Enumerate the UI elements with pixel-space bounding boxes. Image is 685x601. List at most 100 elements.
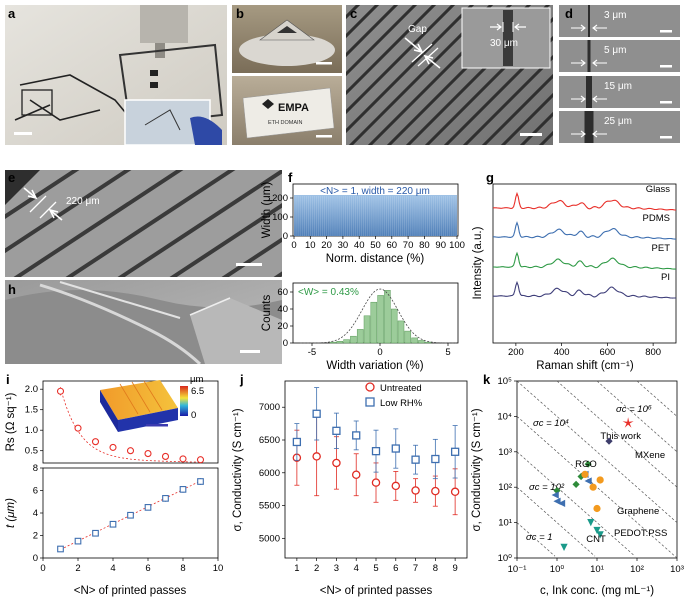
histogram-bar bbox=[356, 329, 364, 344]
triangle-marker bbox=[593, 526, 601, 535]
thickness-point bbox=[74, 537, 82, 545]
x-tick-label: 30 bbox=[338, 240, 349, 251]
stripe-gap bbox=[169, 203, 282, 277]
x-tick-label: 3 bbox=[334, 563, 339, 574]
x-tick-label: 50 bbox=[370, 240, 381, 251]
stripe-gap bbox=[346, 5, 418, 77]
untreated-point bbox=[431, 486, 440, 496]
gaussian-fit-line bbox=[300, 288, 456, 344]
histogram-bar bbox=[329, 341, 337, 344]
x-tick-label: 4 bbox=[110, 563, 115, 574]
panel-letter-a: a bbox=[8, 6, 16, 21]
thickness-point bbox=[92, 529, 99, 537]
lowrh-point bbox=[371, 446, 381, 456]
x-tick-label: 40 bbox=[354, 240, 365, 251]
raman-series-label: PET bbox=[652, 243, 671, 254]
diamond-marker bbox=[572, 480, 580, 488]
arrow-right-icon bbox=[571, 59, 586, 67]
y-tick-label: 200 bbox=[272, 193, 288, 204]
scale-bar bbox=[660, 136, 672, 139]
y-tick-label: 10³ bbox=[498, 447, 512, 458]
legend-untreated: Untreated bbox=[380, 383, 422, 394]
gap-line bbox=[587, 40, 591, 72]
gap-tile bbox=[559, 5, 680, 37]
stripe-gap bbox=[481, 73, 553, 145]
x-tick-label: 60 bbox=[387, 240, 398, 251]
stripe-gap bbox=[500, 92, 553, 145]
material-label: CNT bbox=[586, 534, 606, 545]
raman-series-label: PDMS bbox=[643, 213, 670, 224]
stripe-gap bbox=[346, 5, 475, 134]
panel-f: <N> = 1, width = 220 μm 0 10 20 30 40 50 60 70 8… bbox=[261, 182, 465, 372]
thickness-point bbox=[127, 511, 134, 519]
legend-lowrh: Low RH% bbox=[380, 398, 423, 409]
arrow-left-icon bbox=[592, 95, 607, 103]
thickness-point bbox=[144, 504, 152, 511]
raman-series-line bbox=[492, 191, 677, 211]
material-label: This work bbox=[600, 431, 641, 442]
gap-label: 3 μm bbox=[604, 10, 626, 21]
untreated-point bbox=[312, 452, 321, 461]
y-tick-label: 10⁵ bbox=[497, 376, 512, 387]
y-tick-label: 60 bbox=[277, 287, 288, 298]
histogram-bar bbox=[424, 341, 432, 344]
diamond-marker bbox=[577, 472, 585, 481]
thickness-point bbox=[179, 486, 187, 493]
iso-label: σc = 1 bbox=[526, 532, 553, 543]
x-tick-label: 8 bbox=[433, 563, 438, 574]
gap-tile bbox=[559, 40, 680, 72]
x-tick-label: 5 bbox=[445, 347, 450, 358]
panel-letter-k: k bbox=[483, 372, 491, 387]
y-tick-label: 2 bbox=[33, 531, 38, 542]
x-tick-label: 800 bbox=[645, 347, 661, 358]
untreated-point bbox=[371, 478, 381, 487]
panel-letter-e: e bbox=[8, 170, 15, 185]
histogram-bar bbox=[384, 290, 391, 344]
raman-series-label: Glass bbox=[646, 184, 671, 195]
scale-bar bbox=[660, 30, 672, 33]
stripe-gap bbox=[346, 5, 380, 39]
f-top-ylabel: Width (μm) bbox=[261, 182, 273, 239]
colorbar-max: 6.5 bbox=[191, 386, 204, 397]
colorbar-unit: μm bbox=[190, 374, 203, 385]
lowrh-point bbox=[292, 437, 302, 447]
x-tick-label: 0 bbox=[377, 347, 382, 358]
x-tick-label: 6 bbox=[393, 563, 398, 574]
untreated-point bbox=[391, 481, 401, 491]
panel-letter-j: j bbox=[239, 372, 244, 387]
arrow-left-icon bbox=[592, 130, 607, 138]
x-tick-label: 8 bbox=[180, 563, 185, 574]
y-tick-label: 0.5 bbox=[25, 446, 38, 457]
panel-e-sem: 220 μm bbox=[5, 170, 282, 277]
x-tick-label: 400 bbox=[554, 347, 570, 358]
j-xlabel: <N> of printed passes bbox=[320, 585, 433, 597]
histogram-bar bbox=[363, 315, 371, 344]
histogram-bar bbox=[343, 339, 350, 344]
material-label: Graphene bbox=[617, 506, 659, 517]
triangle-marker bbox=[587, 519, 595, 527]
panel-letter-h: h bbox=[8, 282, 16, 297]
lowrh-point bbox=[352, 431, 361, 440]
g-ylabel: Intensity (a.u.) bbox=[472, 226, 484, 299]
x-tick-label: 80 bbox=[419, 240, 430, 251]
k-ylabel: σ, Conductivity (S cm⁻¹) bbox=[471, 408, 483, 531]
y-tick-label: 6000 bbox=[259, 468, 280, 479]
rs-point bbox=[144, 450, 152, 458]
star-marker bbox=[622, 417, 634, 428]
i-xlabel: <N> of printed passes bbox=[74, 585, 187, 597]
y-tick-label: 1.5 bbox=[25, 405, 38, 416]
stripe-gap bbox=[462, 54, 553, 145]
lowrh-point bbox=[332, 426, 341, 435]
raman-series-line bbox=[493, 221, 677, 240]
histogram-bar bbox=[418, 340, 425, 344]
arrow-left-icon bbox=[592, 24, 607, 32]
circle-marker bbox=[596, 476, 604, 484]
panel-b-photos: EMPA ETH DOMAIN bbox=[232, 5, 342, 145]
legend-lowrh-marker bbox=[365, 397, 375, 407]
y-tick-label: 0 bbox=[33, 553, 38, 564]
panel-d-sem-gaps: 3 μm 5 μm 15 μm 25 μm bbox=[559, 5, 680, 143]
x-tick-label: 10⁻¹ bbox=[508, 564, 527, 575]
gap-label: Gap bbox=[408, 24, 427, 35]
i-bottom-ylabel: t (μm) bbox=[5, 498, 17, 528]
arrow-right-icon bbox=[571, 24, 586, 32]
